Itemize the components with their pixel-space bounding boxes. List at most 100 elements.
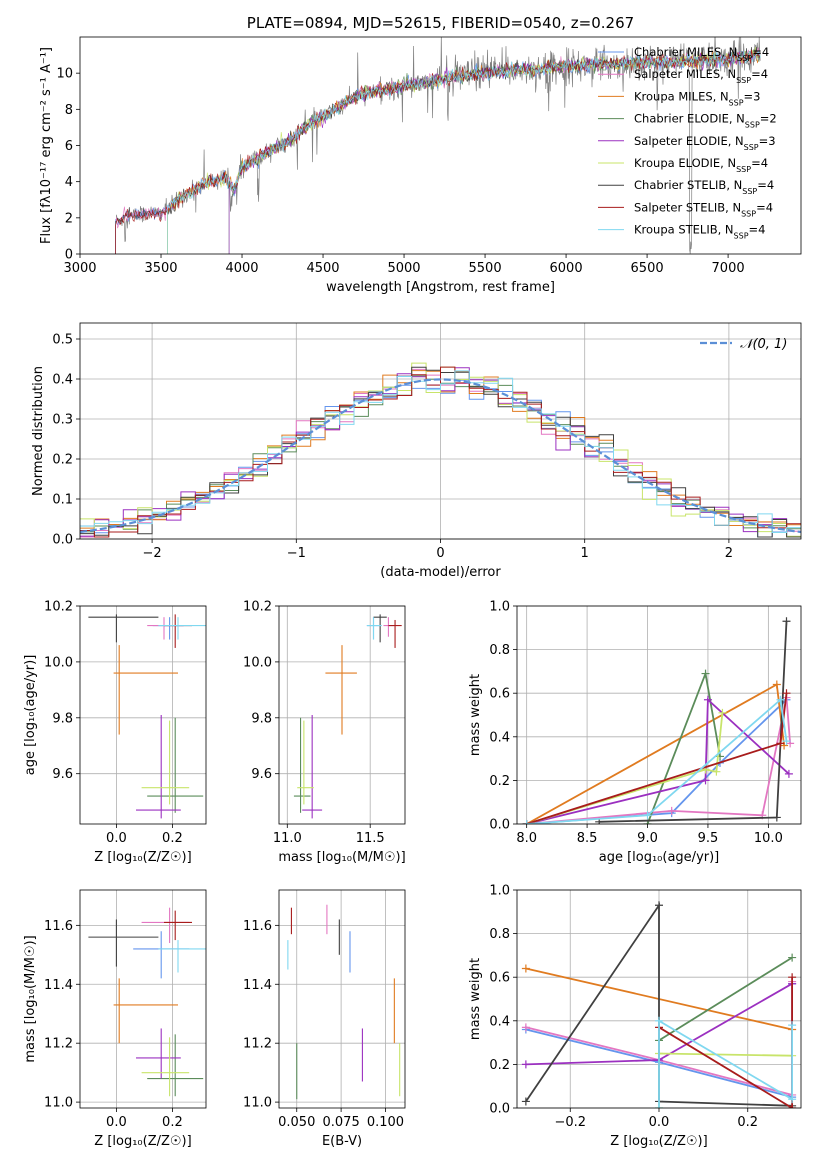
y-axis-label: Flux [fλ10⁻¹⁷ erg cm⁻² s⁻¹ A⁻¹] <box>39 47 54 244</box>
x-tick-label: 11.5 <box>356 831 385 846</box>
plot-area <box>522 617 795 824</box>
x-axis-label: Z [log₁₀(Z/Z☉)] <box>94 1134 191 1149</box>
weight-line <box>526 693 788 824</box>
plot-area <box>521 901 797 1108</box>
x-tick-label: 0.2 <box>162 831 183 846</box>
legend-entry: Chabrier STELIB, NSSP=4 <box>634 178 774 196</box>
error-bar-point <box>147 1034 204 1097</box>
axes: 8.0 8.5 9.0 9.5 10.0 0.0 0.2 0.4 0.6 0.8 1.0 age [l… <box>468 600 802 865</box>
y-tick-label: 4 <box>65 175 73 190</box>
error-bar-point <box>88 919 159 967</box>
error-bar-point <box>158 940 206 973</box>
error-bar-point <box>113 645 178 735</box>
y-tick-label: 0.6 <box>489 687 510 702</box>
y-tick-label: 11.6 <box>243 919 272 934</box>
y-axis-label: mass weight <box>468 674 483 756</box>
x-tick-label: 0.100 <box>367 1115 404 1130</box>
weight-marker <box>786 739 795 748</box>
x-tick-label: 3500 <box>144 261 177 276</box>
panel-weight-vs-Z: −0.2 0.0 0.2 0.0 0.2 0.4 0.6 0.8 1.0 Z [log₁₀(Z/Z… <box>468 884 802 1149</box>
weight-marker <box>655 901 663 910</box>
plot-area <box>293 614 402 819</box>
x-tick-label: 6500 <box>631 261 664 276</box>
weight-line <box>526 697 790 824</box>
weight-marker <box>718 708 727 717</box>
weight-marker <box>521 1097 530 1106</box>
x-tick-label: −1 <box>287 546 306 561</box>
error-bar-point <box>88 614 159 643</box>
weight-line <box>658 1052 793 1108</box>
x-axis-label: mass [log₁₀(M/M☉)] <box>278 850 405 865</box>
weight-marker <box>788 973 797 982</box>
x-axis-label: age [log₁₀(age/yr)] <box>599 850 720 865</box>
y-tick-label: 1.0 <box>489 600 510 615</box>
error-bar-point <box>366 617 382 640</box>
y-axis-label: mass [log₁₀(M/M☉)] <box>23 935 38 1062</box>
weight-marker <box>782 617 791 626</box>
error-bar-point <box>164 910 192 941</box>
x-tick-label: 4000 <box>225 261 258 276</box>
weight-marker <box>667 806 676 815</box>
x-axis-label: Z [log₁₀(Z/Z☉)] <box>94 850 191 865</box>
axes-frame <box>278 889 406 1109</box>
y-tick-label: 0.0 <box>489 1102 510 1117</box>
legend-entry: Chabrier MILES, NSSP=4 <box>634 45 769 63</box>
error-bar-point <box>141 1037 190 1097</box>
legend-entry: Salpeter ELODIE, NSSP=3 <box>634 134 776 152</box>
y-tick-label: 10.0 <box>243 655 272 670</box>
x-tick-label: 0.2 <box>737 1115 758 1130</box>
plot-area <box>287 904 401 1100</box>
x-tick-label: 5500 <box>469 261 502 276</box>
axes: −2 −1 0 1 2 0.0 0.1 0.2 0.3 0.4 0.5 (data-model)/er… <box>31 322 802 580</box>
weight-marker <box>772 813 781 822</box>
y-tick-label: 11.0 <box>243 1096 272 1111</box>
panel-age-vs-Z: 0.0 0.2 9.6 9.8 10.0 10.2 Z [log₁₀(Z/Z☉)] age [… <box>23 600 207 865</box>
x-tick-label: 0.2 <box>162 1115 183 1130</box>
error-bar-point <box>147 717 204 813</box>
legend-entry: Kroupa MILES, NSSP=3 <box>634 89 760 107</box>
x-axis-label: E(B-V) <box>322 1134 362 1149</box>
y-tick-label: 0.0 <box>489 818 510 833</box>
legend-entry: Kroupa STELIB, NSSP=4 <box>634 223 765 241</box>
weight-line <box>526 697 788 824</box>
y-tick-label: 11.4 <box>243 978 272 993</box>
legend-entry: 𝒩(0, 1) <box>740 337 787 352</box>
x-tick-label: 1 <box>581 546 589 561</box>
x-tick-label: 2 <box>725 546 733 561</box>
y-tick-label: 0.3 <box>52 413 73 428</box>
y-tick-label: 9.6 <box>251 767 272 782</box>
x-axis-label: wavelength [Angstrom, rest frame] <box>326 280 555 295</box>
y-tick-label: 0.2 <box>489 1058 510 1073</box>
weight-series-7 <box>595 617 791 824</box>
weight-line <box>658 1019 793 1108</box>
legend: 𝒩(0, 1) <box>700 337 787 352</box>
x-axis-label: Z [log₁₀(Z/Z☉)] <box>610 1134 707 1149</box>
legend-entry: Chabrier ELODIE, NSSP=2 <box>634 112 777 130</box>
axes: 11.0 11.5 9.6 9.8 10.0 10.2 mass [log₁₀(M/M☉)] <box>243 600 406 866</box>
weight-marker <box>521 1023 530 1032</box>
error-bar-point <box>373 614 387 643</box>
panel-age-vs-mass: 11.0 11.5 9.6 9.8 10.0 10.2 mass [log₁₀(M/M☉)] <box>243 600 406 866</box>
x-tick-label: 8.5 <box>577 831 598 846</box>
y-tick-label: 0.8 <box>489 643 510 658</box>
weight-marker <box>521 964 530 973</box>
error-bar-point <box>297 720 314 805</box>
error-bar-point <box>388 619 402 648</box>
weight-marker <box>701 776 710 785</box>
x-tick-label: 0.050 <box>278 1115 315 1130</box>
axes: −0.2 0.0 0.2 0.0 0.2 0.4 0.6 0.8 1.0 Z [log₁₀(Z/Z… <box>468 884 802 1149</box>
x-tick-label: 3000 <box>63 261 96 276</box>
y-tick-label: 9.8 <box>52 711 73 726</box>
y-tick-label: 10.0 <box>44 655 73 670</box>
weight-line <box>658 956 793 1042</box>
y-tick-label: 0.4 <box>52 373 73 388</box>
axes: 0.0 0.2 9.6 9.8 10.0 10.2 Z [log₁₀(Z/Z☉)] age [… <box>23 600 207 865</box>
weight-marker <box>643 811 652 820</box>
weight-marker <box>701 669 710 678</box>
weight-marker <box>784 769 793 778</box>
error-bar-point <box>158 617 206 640</box>
y-tick-label: 11.4 <box>44 978 73 993</box>
x-tick-label: −0.2 <box>554 1115 586 1130</box>
weight-marker <box>522 820 531 824</box>
